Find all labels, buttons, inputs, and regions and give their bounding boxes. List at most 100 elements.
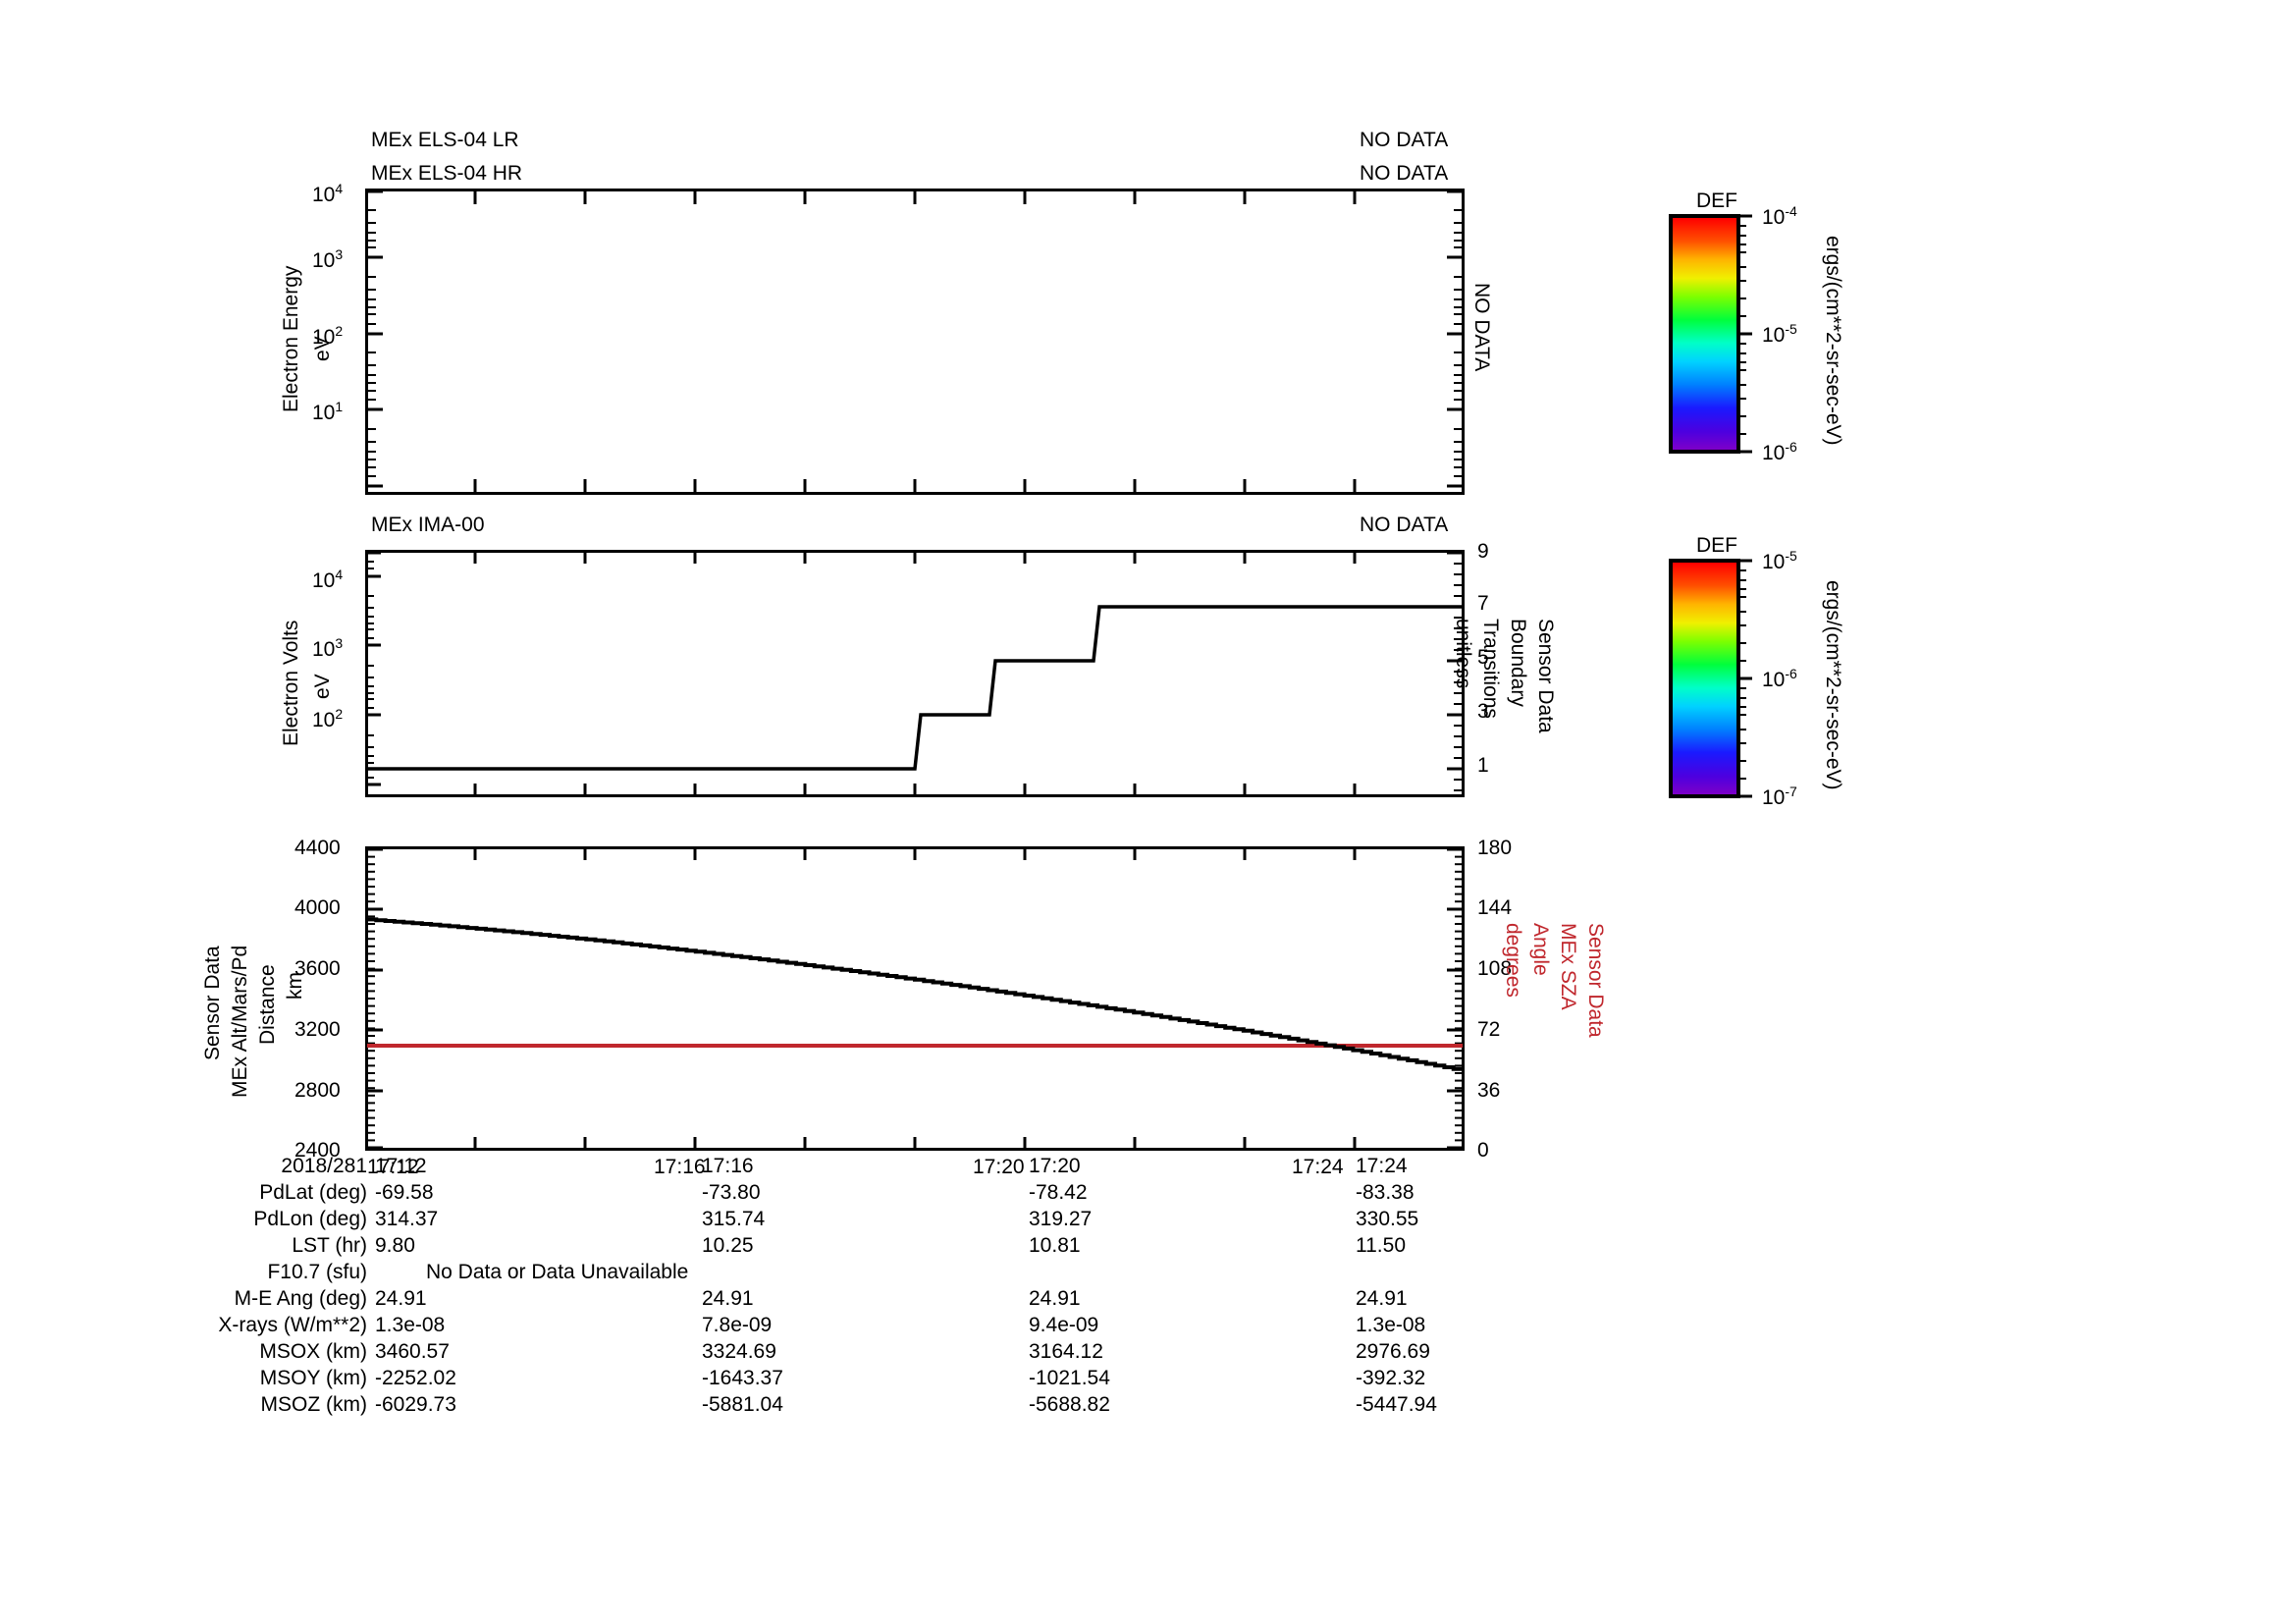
table-row: LST (hr) 9.80 10.25 10.81 11.50 <box>192 1232 1437 1259</box>
panel2-ytick-3: 103 <box>312 635 344 661</box>
colorbar1-ticks <box>1736 214 1752 454</box>
table-cell: 3164.12 <box>1029 1340 1103 1363</box>
panel3-ytick-3600: 3600 <box>294 957 341 980</box>
colorbar2 <box>1669 559 1740 798</box>
table-cell: 1.3e-08 <box>1356 1314 1426 1336</box>
panel3-ytick-4400: 4400 <box>294 837 341 859</box>
panel1-ticks <box>365 189 1465 495</box>
table-cell: -5688.82 <box>1029 1393 1110 1416</box>
panel3-ytick-2800: 2800 <box>294 1079 341 1102</box>
panel2-ticks-and-trace <box>365 550 1465 797</box>
table-row-label: PdLat (deg) <box>259 1181 367 1204</box>
table-cell: 11.50 <box>1356 1234 1406 1257</box>
panel3-ylabel-line2: MEx Alt/Mars/Pd <box>229 945 251 1098</box>
table-cell: 10.25 <box>702 1234 754 1257</box>
panel1-ytick-1: 101 <box>312 399 344 424</box>
table-row-label: MSOZ (km) <box>260 1393 367 1416</box>
panel2-ytick-4: 104 <box>312 567 344 592</box>
panel3-ytick-2400: 2400 <box>294 1139 341 1162</box>
table-cell: -69.58 <box>375 1181 434 1204</box>
table-row-label: MSOY (km) <box>259 1367 367 1389</box>
colorbar2-units: ergs/(cm**2-sr-sec-eV) <box>1822 580 1844 790</box>
panel3-ytick-3200: 3200 <box>294 1018 341 1041</box>
table-cell: 9.4e-09 <box>1029 1314 1099 1336</box>
table-cell: 3460.57 <box>375 1340 450 1363</box>
xtick-label-2: 17:20 <box>973 1156 1025 1178</box>
panel1-ytick-3: 103 <box>312 246 344 272</box>
panel2-right-label-line3: Transitions <box>1479 619 1502 719</box>
table-cell: 17:20 <box>1029 1155 1081 1177</box>
colorbar2-top-label: 10-5 <box>1762 548 1797 573</box>
panel1-ylabel-line1: Electron Energy <box>280 265 302 412</box>
panel3-ylabel-line3: Distance <box>256 964 279 1045</box>
table-row-label: M-E Ang (deg) <box>234 1287 367 1310</box>
panel2-title-right: NO DATA <box>1360 514 1449 536</box>
table-row: PdLon (deg) 314.37 315.74 319.27 330.55 <box>192 1206 1437 1232</box>
xtick-label-0: 17:12 <box>367 1156 419 1178</box>
table-cell: 7.8e-09 <box>702 1314 773 1336</box>
table-cell: 1.3e-08 <box>375 1314 446 1336</box>
table-row-label: 2018/281 <box>281 1155 367 1177</box>
table-cell: -83.38 <box>1356 1181 1415 1204</box>
colorbar2-title: DEF <box>1696 534 1737 557</box>
colorbar2-bottom-label: 10-7 <box>1762 784 1797 809</box>
table-row: MSOX (km) 3460.57 3324.69 3164.12 2976.69 <box>192 1338 1437 1365</box>
panel2-right-ytick-7: 7 <box>1477 592 1489 615</box>
table-cell: 3324.69 <box>702 1340 776 1363</box>
table-cell: No Data or Data Unavailable <box>426 1261 689 1283</box>
panel2-ylabel-line2: eV <box>311 674 334 699</box>
panel2-ylabel-line1: Electron Volts <box>280 620 302 746</box>
colorbar1-units: ergs/(cm**2-sr-sec-eV) <box>1822 236 1844 446</box>
panel3-right-label-line1: Sensor Data <box>1584 923 1607 1038</box>
panel1-ytick-2: 102 <box>312 323 344 349</box>
table-cell: 17:16 <box>702 1155 754 1177</box>
table-cell: 17:12 <box>375 1155 427 1177</box>
table-row: X-rays (W/m**2) 1.3e-08 7.8e-09 9.4e-09 1.3e… <box>192 1312 1437 1338</box>
panel3-right-ytick-180: 180 <box>1477 837 1513 859</box>
table-cell: 314.37 <box>375 1208 439 1230</box>
panel3-right-ytick-36: 36 <box>1477 1079 1501 1102</box>
table-cell: -392.32 <box>1356 1367 1426 1389</box>
panel1-title-left-2: MEx ELS-04 HR <box>371 162 523 185</box>
panel1-title-left-1: MEx ELS-04 LR <box>371 129 519 151</box>
panel3-ylabel-line1: Sensor Data <box>201 946 224 1060</box>
table-cell: -5447.94 <box>1356 1393 1437 1416</box>
panel3-right-ytick-0: 0 <box>1477 1139 1489 1162</box>
panel3-right-label-line2: MEx SZA <box>1557 923 1579 1010</box>
table-cell: 9.80 <box>375 1234 415 1257</box>
table-cell: -73.80 <box>702 1181 761 1204</box>
table-row-label: PdLon (deg) <box>253 1208 367 1230</box>
colorbar1-top-label: 10-4 <box>1762 203 1797 229</box>
table-cell: -1021.54 <box>1029 1367 1110 1389</box>
panel3-ytick-4000: 4000 <box>294 896 341 919</box>
table-cell: 24.91 <box>1356 1287 1408 1310</box>
panel2-right-label-line1: Sensor Data <box>1534 619 1557 733</box>
panel2-ytick-2: 102 <box>312 706 344 731</box>
table-row: M-E Ang (deg) 24.91 24.91 24.91 24.91 <box>192 1285 1437 1312</box>
table-cell: -2252.02 <box>375 1367 456 1389</box>
table-row: MSOY (km) -2252.02 -1643.37 -1021.54 -392.32 <box>192 1365 1437 1391</box>
colorbar1-bottom-label: 10-6 <box>1762 439 1797 464</box>
table-cell: 319.27 <box>1029 1208 1093 1230</box>
panel1-ytick-4: 104 <box>312 181 344 206</box>
panel3-ticks-and-traces <box>365 846 1465 1151</box>
colorbar1 <box>1669 214 1740 454</box>
table-row: PdLat (deg) -69.58 -73.80 -78.42 -83.38 <box>192 1179 1437 1206</box>
ephemeris-table: 2018/281 17:12 17:16 17:20 17:24 PdLat (deg) -… <box>192 1153 1437 1418</box>
table-cell: 24.91 <box>375 1287 427 1310</box>
xtick-label-3: 17:24 <box>1292 1156 1344 1178</box>
panel1-title-right-1: NO DATA <box>1360 129 1449 151</box>
panel1-side-no-data: NO DATA <box>1470 283 1493 372</box>
panel3-right-ytick-108: 108 <box>1477 957 1513 980</box>
panel2-right-ytick-5: 5 <box>1477 646 1489 669</box>
colorbar1-mid-label: 10-5 <box>1762 321 1797 347</box>
table-cell: -6029.73 <box>375 1393 456 1416</box>
xtick-label-1: 17:16 <box>654 1156 706 1178</box>
panel2-right-ytick-9: 9 <box>1477 540 1489 563</box>
table-cell: -78.42 <box>1029 1181 1088 1204</box>
table-cell: 24.91 <box>702 1287 754 1310</box>
table-row: F10.7 (sfu) No Data or Data Unavailable <box>192 1259 1437 1285</box>
panel3-right-ytick-72: 72 <box>1477 1018 1501 1041</box>
colorbar1-gradient <box>1673 218 1736 450</box>
